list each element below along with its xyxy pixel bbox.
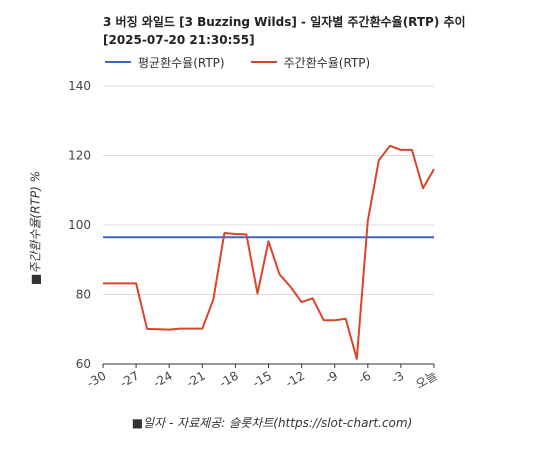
series-line-1 [103, 144, 435, 360]
legend-swatch-weekly [250, 61, 277, 63]
x-tick-label--30: -30 [85, 368, 109, 390]
x-tick-label--6: -6 [356, 368, 373, 386]
x-tick-label--18: -18 [217, 368, 241, 390]
chart-title: 3 버징 와일드 [3 Buzzing Wilds] - 일자별 주간환수율(R… [103, 13, 533, 49]
x-tick-label--21: -21 [184, 368, 208, 390]
y-tick-label-120: 120 [68, 149, 91, 163]
x-tick-label-오늘: 오늘 [413, 368, 439, 391]
x-axis-label: ■일자 - 자료제공: 슬롯차트(https://slot-chart.com) [131, 416, 413, 430]
chart-title-line1: 3 버징 와일드 [3 Buzzing Wilds] - 일자별 주간환수율(R… [103, 15, 466, 29]
legend-item-weekly[interactable]: 주간환수율(RTP) [250, 54, 371, 71]
y-tick-label-60: 60 [76, 357, 91, 371]
legend: 평균환수율(RTP) 주간환수율(RTP) [105, 53, 396, 71]
x-tick-label--24: -24 [151, 368, 175, 390]
y-tick-label-100: 100 [68, 218, 91, 232]
legend-label-weekly: 주간환수율(RTP) [283, 55, 371, 70]
x-tick-label--9: -9 [323, 368, 340, 386]
legend-label-average: 평균환수율(RTP) [138, 55, 225, 70]
x-tick-label--27: -27 [118, 368, 142, 390]
legend-swatch-average [105, 61, 131, 63]
x-tick-label--3: -3 [389, 368, 406, 386]
legend-item-average[interactable]: 평균환수율(RTP) [105, 54, 225, 71]
y-tick-label-140: 140 [68, 79, 91, 93]
x-tick-label--15: -15 [250, 368, 274, 390]
y-axis-label: ■주간환수율(RTP) % [28, 170, 43, 286]
chart-title-line2: [2025-07-20 21:30:55] [103, 33, 255, 47]
x-tick-label--12: -12 [283, 368, 307, 390]
y-tick-label-80: 80 [76, 288, 91, 302]
